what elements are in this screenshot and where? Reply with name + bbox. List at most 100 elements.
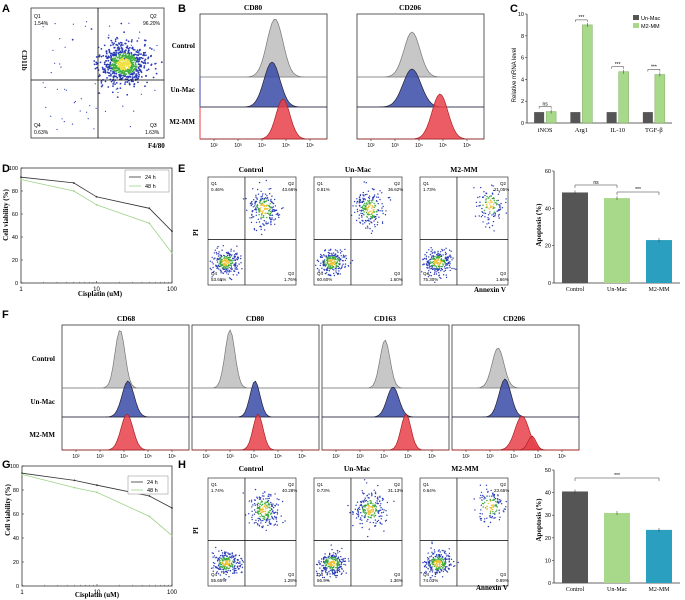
e-dot (222, 272, 224, 275)
h-dot (267, 524, 269, 527)
a-dot (110, 80, 113, 83)
e-dot (493, 211, 495, 213)
a-dot (116, 47, 119, 49)
a-dot (136, 60, 138, 63)
e-dot (358, 196, 361, 199)
e-dot (216, 253, 218, 255)
c-legend-2: M2-MM (641, 24, 660, 30)
e-dot (373, 194, 376, 196)
e-dot (368, 195, 371, 197)
a-dot (119, 75, 122, 78)
h-dot (434, 560, 436, 563)
a-dot (64, 88, 66, 90)
h-dot (212, 552, 215, 555)
e-dot (331, 259, 333, 261)
a-dot (59, 38, 61, 40)
h-dot (212, 570, 214, 572)
e-dot (478, 205, 480, 207)
f-tick-label: 10² (462, 454, 470, 460)
e-dot (455, 268, 457, 270)
h-dot (431, 558, 433, 561)
e-dot (479, 204, 481, 207)
h-dot (493, 496, 496, 499)
h-q3: Q3 (500, 572, 507, 577)
e-dot (215, 251, 217, 254)
f-tick-label: 10⁵ (404, 454, 412, 460)
h-dot (260, 511, 262, 513)
a-dot (138, 60, 140, 63)
c-legend-swatch-1 (633, 15, 639, 20)
e-dot (435, 260, 438, 262)
e-dot (430, 267, 433, 270)
a-dot (113, 81, 115, 83)
e-dot (480, 186, 482, 189)
f-tick-label: 10² (202, 454, 210, 460)
h-dot (270, 494, 272, 496)
b-row-control: Control (172, 42, 195, 50)
h-dot (368, 507, 370, 510)
e-dot (442, 254, 444, 256)
panel-h: Control Un-Mac M2-MM Q11.74%Q240.28%Q455… (192, 464, 680, 593)
a-dot (103, 69, 105, 71)
h-dot (221, 552, 224, 554)
a-dot (114, 83, 116, 85)
e-dot (487, 214, 490, 216)
e-bar-ytick-label: 60 (545, 169, 551, 175)
h-dot (254, 504, 256, 506)
h-dot (329, 576, 331, 578)
e-dot (492, 207, 495, 209)
h-dot (361, 507, 364, 510)
e-dot (484, 194, 486, 197)
e-dot (361, 201, 363, 203)
e-dot (440, 254, 442, 257)
h-dot (372, 503, 374, 505)
a-dot (80, 98, 82, 100)
a-dot (122, 54, 125, 57)
h-dot (323, 567, 326, 569)
h-dot (238, 568, 240, 570)
c-ytick-label: 2 (521, 99, 524, 105)
h-dot (263, 505, 265, 508)
e-dot (215, 265, 218, 267)
g-legend-1: 24 h (147, 480, 158, 486)
e-dot (494, 207, 496, 209)
h-dot (378, 515, 380, 518)
h-dot (331, 569, 333, 571)
h-dot (433, 565, 436, 567)
e-dot (260, 210, 262, 213)
h-q1v: 0.73% (317, 488, 330, 493)
a-dot (149, 47, 151, 49)
h-bar-ytick-label: 0 (548, 581, 551, 587)
e-dot (479, 196, 481, 198)
e-dot (269, 218, 271, 220)
h-dot (264, 513, 266, 515)
h-dot (442, 559, 445, 561)
h-dot (499, 516, 501, 518)
e-dot (337, 254, 339, 257)
e-bar-sig-bracket (616, 191, 660, 195)
h-dot (493, 493, 496, 496)
h-dot (489, 512, 492, 515)
e-dot (370, 221, 372, 224)
e-dot (332, 255, 334, 257)
e-dot (218, 268, 220, 270)
d-point (171, 230, 173, 233)
a-dot (107, 86, 110, 88)
a-dot (112, 57, 115, 60)
b-hist-unmac-1 (200, 61, 327, 108)
a-q3v: 1.63% (145, 130, 160, 136)
e-dot (491, 206, 493, 208)
h-dot (229, 556, 232, 559)
h-dot (280, 515, 282, 517)
e-dot (490, 195, 492, 197)
a-dot (136, 49, 139, 52)
h-dot (324, 553, 326, 555)
e-dot (365, 220, 367, 222)
h-dot (322, 570, 324, 572)
h-dot (446, 571, 449, 573)
a-dot (111, 72, 114, 75)
e-dot (339, 263, 341, 266)
f-hist-m2mm (192, 413, 319, 451)
h-dot (220, 549, 223, 552)
e-dot (213, 258, 215, 260)
